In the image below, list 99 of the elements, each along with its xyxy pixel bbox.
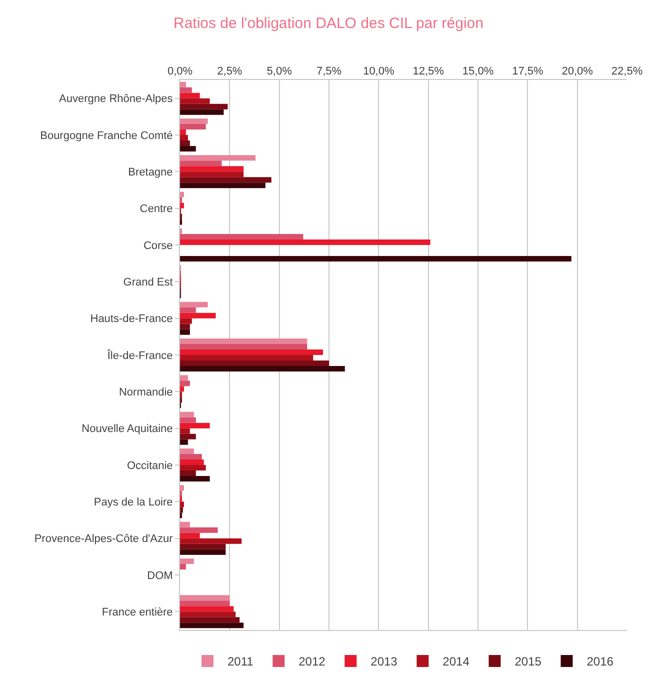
bar: [180, 155, 256, 161]
bar: [180, 344, 308, 350]
bar: [180, 240, 430, 245]
y-tick-label: Centre: [140, 203, 173, 216]
bar: [180, 465, 206, 470]
bar: [180, 538, 242, 544]
x-tick-label: 15,0%: [462, 66, 494, 78]
bar: [180, 380, 190, 386]
x-tick-label: 22,5%: [611, 66, 643, 78]
bar: [180, 558, 194, 564]
bar: [180, 109, 224, 115]
bar: [180, 118, 208, 124]
bar: [180, 606, 234, 612]
bar: [180, 302, 208, 308]
bar: [180, 460, 204, 465]
y-tick-label: Nouvelle Aquitaine: [82, 423, 173, 436]
y-tick-label: Pays de la Loire: [94, 496, 173, 509]
bar: [180, 172, 244, 178]
bar: [180, 470, 196, 476]
x-tick-label: 10,0%: [363, 66, 394, 78]
y-tick-label: DOM: [147, 570, 173, 582]
bar: [180, 234, 304, 240]
bar: [180, 507, 183, 513]
bar: [180, 318, 192, 324]
y-tick-label: Bourgogne Franche Comté: [40, 130, 173, 142]
bar: [180, 182, 266, 188]
bar: [180, 92, 200, 98]
x-tick-label: 12,5%: [412, 66, 444, 78]
bar: [180, 454, 202, 460]
bar: [180, 527, 218, 533]
x-tick-label: 17,5%: [512, 66, 544, 78]
bar: [180, 428, 190, 434]
bar: [180, 595, 230, 601]
bar: [180, 312, 216, 318]
bar: [180, 256, 572, 262]
bar: [180, 124, 206, 130]
bar: [180, 549, 226, 555]
bar: [180, 422, 210, 428]
legend-label: 2014: [442, 654, 470, 669]
bar: [180, 177, 272, 183]
bar: [180, 532, 200, 538]
x-tick-label: 2,5%: [217, 66, 242, 78]
bar: [180, 564, 186, 570]
bar: [180, 617, 240, 623]
bar: [180, 412, 194, 418]
legend-label: 2012: [298, 654, 326, 669]
bar: [180, 485, 184, 491]
legend-label: 2016: [586, 654, 614, 669]
bar: [180, 160, 222, 166]
y-tick-label: Grand Est: [123, 276, 173, 289]
bar: [180, 544, 226, 550]
y-tick-label: Corse: [143, 240, 173, 252]
bar: [180, 375, 188, 381]
bar: [180, 82, 186, 88]
y-tick-label: France entière: [102, 606, 173, 619]
y-tick-label: Bretagne: [128, 166, 173, 179]
bar: [180, 350, 324, 355]
bar: [180, 622, 244, 628]
bar: [180, 166, 244, 172]
bar: [180, 448, 194, 454]
y-tick-label: Hauts-de-France: [90, 313, 173, 326]
bar: [180, 434, 196, 440]
bar: [180, 439, 188, 445]
bar: [180, 600, 230, 606]
y-tick-label: Occitanie: [126, 460, 173, 472]
chart-title: Ratios de l'obligation DALO des CIL par région: [174, 15, 484, 32]
bar: [180, 192, 184, 198]
bar: [180, 386, 184, 392]
x-tick-label: 0,0%: [167, 66, 193, 78]
x-tick-label: 20,0%: [562, 66, 594, 78]
y-tick-label: Île-de-France: [106, 348, 173, 362]
bar: [180, 476, 210, 482]
legend-label: 2015: [514, 654, 542, 669]
y-tick-label: Normandie: [118, 386, 173, 399]
bar: [180, 502, 184, 508]
y-tick-label: Auvergne Rhône-Alpes: [59, 93, 174, 106]
bar: [180, 146, 196, 152]
bar: [180, 522, 190, 528]
legend-label: 2011: [228, 654, 254, 669]
x-tick-label: 7,5%: [316, 66, 342, 78]
bar: [180, 360, 329, 366]
bar: [180, 104, 228, 110]
bar: [180, 307, 196, 313]
bar: [180, 87, 192, 93]
bar: [180, 135, 188, 140]
bar: [180, 355, 314, 360]
bar: [180, 417, 196, 423]
bar: [180, 612, 236, 618]
bar: [180, 366, 345, 372]
bar: [180, 130, 186, 135]
legend-label: 2013: [370, 654, 398, 669]
bar: [180, 140, 190, 146]
bar: [180, 329, 190, 335]
bar: [180, 338, 308, 344]
bar: [180, 324, 190, 330]
bar: [180, 98, 210, 104]
y-tick-label: Provence-Alpes-Côte d'Azur: [34, 533, 174, 546]
bar: [180, 202, 184, 208]
x-tick-label: 5,0%: [266, 66, 292, 78]
